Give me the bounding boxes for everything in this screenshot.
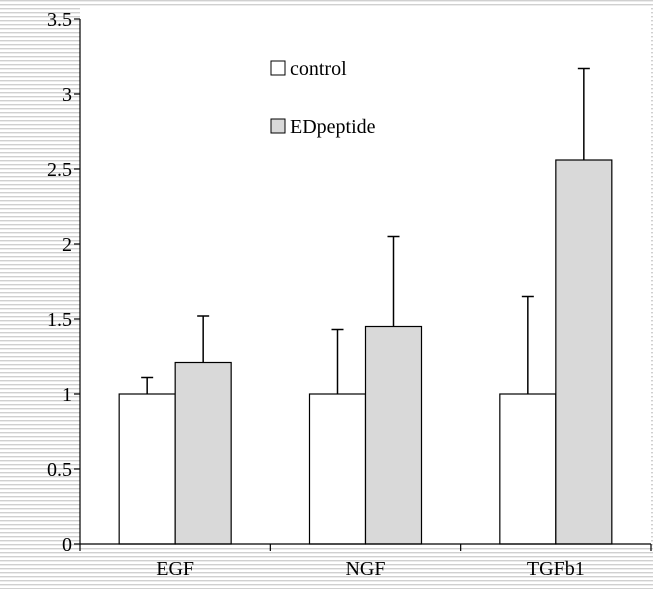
y-tick-label: 2	[62, 234, 72, 256]
legend-swatch-edpeptide	[270, 118, 286, 134]
legend-label-control: control	[290, 58, 347, 80]
x-tick-label: EGF	[156, 558, 194, 580]
y-axis-ticks: 0 0.5 1 1.5 2 2.5 3 3.5	[47, 9, 80, 556]
bar-edpeptide-tgfb1	[555, 159, 613, 545]
y-tick-label: 0.5	[47, 459, 72, 481]
x-axis-ticks: EGF NGF TGFb1	[79, 544, 652, 580]
bars	[118, 159, 613, 545]
legend-label-edpeptide: EDpeptide	[290, 116, 376, 138]
y-tick-label: 1	[62, 384, 72, 406]
bar-control-tgfb1	[499, 393, 557, 545]
bar-edpeptide-egf	[174, 361, 232, 545]
y-tick-label: 3	[62, 84, 72, 106]
bar-control-egf	[118, 393, 176, 545]
y-tick-label: 3.5	[47, 9, 72, 31]
error-bars	[141, 67, 590, 394]
legend: control EDpeptide	[270, 58, 376, 138]
y-tick-label: 0	[62, 534, 72, 556]
bar-edpeptide-ngf	[364, 325, 423, 545]
x-tick-label: NGF	[345, 558, 385, 580]
bar-control-ngf	[308, 393, 367, 545]
x-tick-label: TGFb1	[527, 558, 585, 580]
y-tick-label: 1.5	[47, 309, 72, 331]
y-tick-label: 2.5	[47, 159, 72, 181]
legend-swatch-control	[270, 60, 286, 76]
